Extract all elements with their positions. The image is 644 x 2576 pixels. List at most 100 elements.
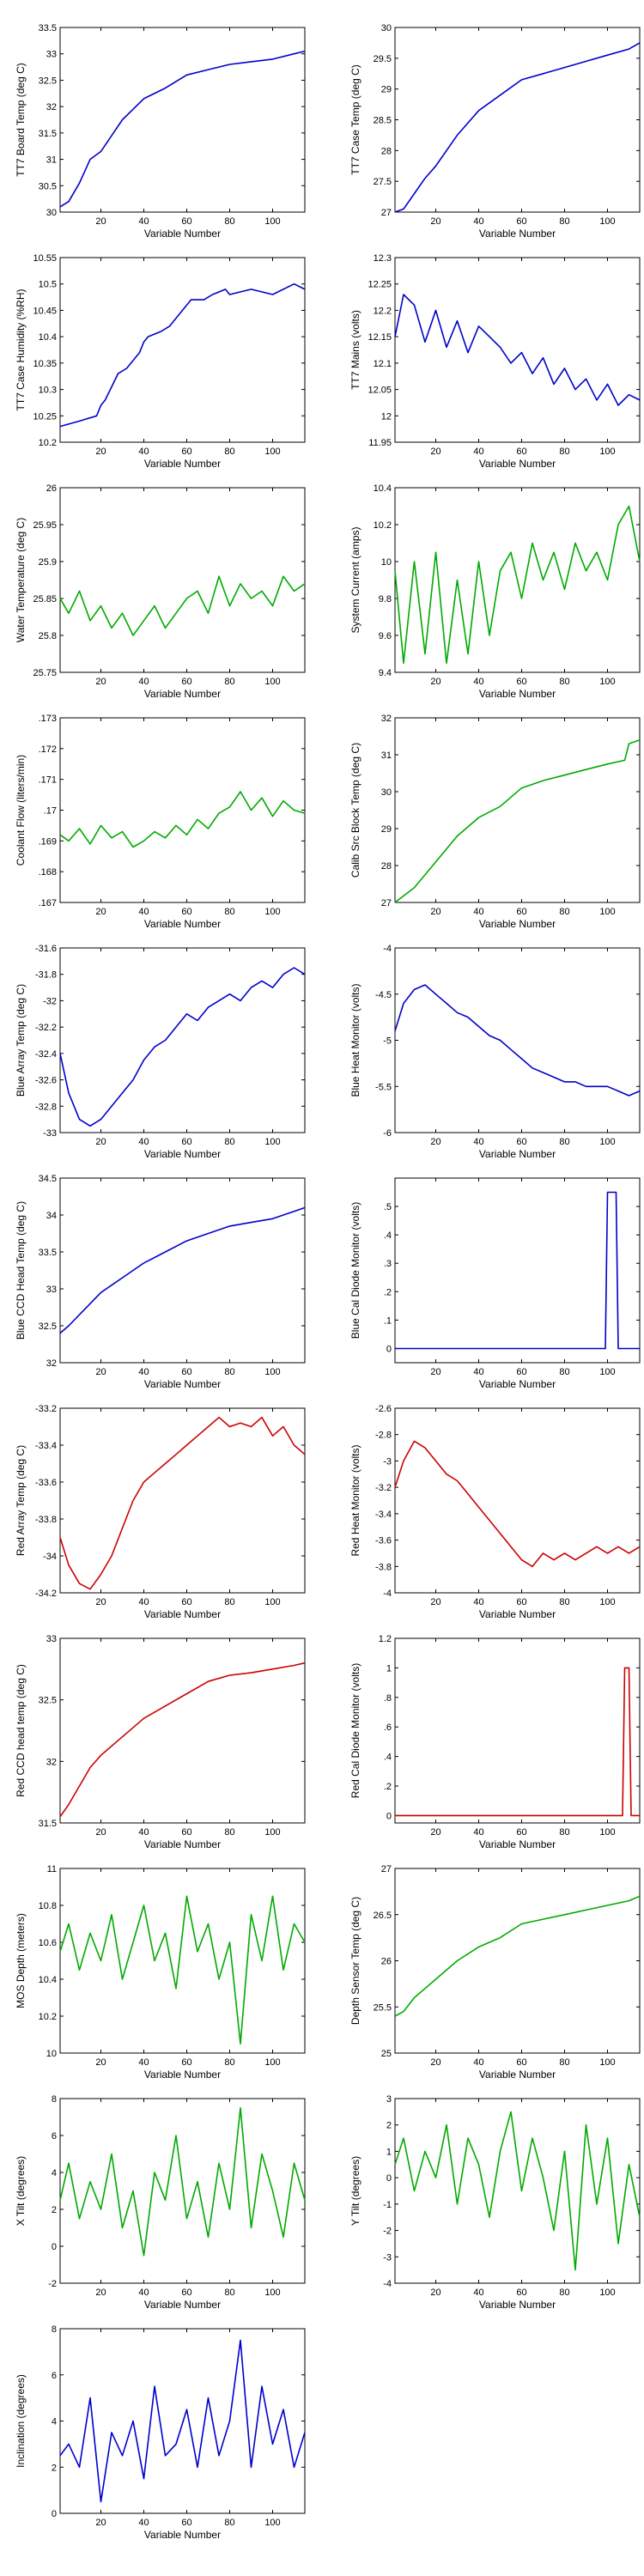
x-tick-label: 100 bbox=[264, 1597, 280, 1607]
y-axis-label: Blue Heat Monitor (volts) bbox=[349, 983, 361, 1097]
x-tick-label: 20 bbox=[95, 1137, 106, 1147]
y-tick-label: -2 bbox=[48, 2279, 57, 2289]
chart-panel-14: 20 40 60 80 100 -4 -3.8 -3.6 -3.4 -3.2 -3 -2.8 -2.6 V… bbox=[349, 1404, 641, 1620]
y-tick-label: 25.85 bbox=[33, 594, 57, 605]
chart-panel-8: 20 40 60 80 100 27 28 29 30 31 32 Variable Number Ca… bbox=[349, 714, 641, 930]
x-tick-label: 60 bbox=[181, 2287, 191, 2298]
chart-panel-7: 20 40 60 80 100 .167 .168 .169 .17 .171 .172 .173 Va… bbox=[15, 714, 306, 930]
y-tick-label: 26 bbox=[381, 1957, 392, 1967]
y-axis-label: Blue CCD Head Temp (deg C) bbox=[15, 1201, 27, 1340]
y-tick-label: -31.6 bbox=[35, 944, 57, 954]
y-tick-label: .17 bbox=[44, 806, 57, 817]
y-tick-label: -32.8 bbox=[35, 1102, 57, 1112]
plot-frame bbox=[59, 1637, 306, 1824]
series-line bbox=[394, 984, 641, 1097]
y-tick-label: 10.5 bbox=[39, 280, 57, 290]
x-tick-label: 20 bbox=[430, 907, 440, 917]
y-tick-label: -31.8 bbox=[35, 970, 57, 981]
y-axis-label: Water Temperature (deg C) bbox=[15, 518, 27, 642]
y-tick-label: 10.4 bbox=[39, 332, 57, 343]
y-tick-label: 0 bbox=[386, 1811, 392, 1821]
y-axis-label: Coolant Flow (liters/min) bbox=[15, 755, 27, 866]
x-tick-label: 100 bbox=[599, 447, 615, 457]
x-tick-label: 100 bbox=[264, 2057, 280, 2068]
y-tick-label: .167 bbox=[39, 898, 57, 908]
x-axis-label: Variable Number bbox=[479, 688, 556, 700]
y-axis-label: Red Cal Diode Monitor (volts) bbox=[349, 1663, 361, 1798]
x-tick-label: 100 bbox=[599, 2287, 615, 2298]
x-tick-label: 40 bbox=[138, 907, 149, 917]
x-tick-label: 80 bbox=[559, 447, 569, 457]
y-tick-label: 10.4 bbox=[374, 483, 392, 494]
y-tick-label: 10.3 bbox=[39, 386, 57, 396]
x-tick-label: 80 bbox=[559, 2287, 569, 2298]
chart-panel-17: 20 40 60 80 100 10 10.2 10.4 10.6 10.8 11 Variable … bbox=[15, 1864, 306, 2081]
x-tick-label: 100 bbox=[264, 1827, 280, 1838]
y-axis-label: Y Tilt (degrees) bbox=[349, 2156, 361, 2226]
plot-frame bbox=[59, 1407, 306, 1594]
y-tick-label: .171 bbox=[39, 775, 57, 786]
y-tick-label: 25.95 bbox=[33, 520, 57, 531]
series-line bbox=[59, 2339, 306, 2503]
x-tick-label: 80 bbox=[224, 1367, 234, 1377]
y-tick-label: 30 bbox=[381, 23, 392, 33]
x-tick-label: 60 bbox=[181, 1137, 191, 1147]
y-tick-label: -6 bbox=[383, 1128, 392, 1139]
x-axis-label: Variable Number bbox=[144, 458, 221, 470]
x-axis-label: Variable Number bbox=[479, 1608, 556, 1620]
x-axis-label: Variable Number bbox=[479, 458, 556, 470]
y-tick-label: 0 bbox=[52, 2509, 57, 2519]
y-tick-label: 10.4 bbox=[39, 1975, 57, 1985]
y-tick-label: 9.8 bbox=[379, 594, 392, 605]
x-axis-label: Variable Number bbox=[479, 1378, 556, 1390]
y-tick-label: -5.5 bbox=[375, 1082, 392, 1092]
y-tick-label: 4 bbox=[52, 2417, 57, 2427]
y-tick-label: 10.55 bbox=[33, 253, 57, 264]
y-tick-label: 12.05 bbox=[368, 386, 392, 396]
x-tick-label: 20 bbox=[430, 1827, 440, 1838]
y-tick-label: 29.5 bbox=[374, 54, 392, 64]
x-tick-label: 80 bbox=[559, 216, 569, 227]
y-tick-label: -5 bbox=[383, 1036, 392, 1047]
y-tick-label: 33.5 bbox=[39, 1248, 57, 1258]
y-tick-label: -2 bbox=[383, 2227, 392, 2237]
x-tick-label: 20 bbox=[95, 677, 106, 687]
x-tick-label: 100 bbox=[599, 677, 615, 687]
y-tick-label: -32.4 bbox=[35, 1049, 57, 1060]
y-tick-label: 2 bbox=[52, 2205, 57, 2215]
x-axis-label: Variable Number bbox=[479, 2069, 556, 2081]
y-tick-label: 12.2 bbox=[374, 306, 392, 316]
y-tick-label: 1.2 bbox=[379, 1634, 392, 1644]
x-tick-label: 60 bbox=[181, 447, 191, 457]
y-tick-label: 28 bbox=[381, 146, 392, 156]
x-tick-label: 20 bbox=[95, 216, 106, 227]
x-tick-label: 60 bbox=[516, 677, 526, 687]
x-tick-label: 60 bbox=[181, 1367, 191, 1377]
y-axis-label: Red CCD head temp (deg C) bbox=[15, 1664, 27, 1797]
y-axis-label: Red Array Temp (deg C) bbox=[15, 1445, 27, 1556]
x-tick-label: 100 bbox=[264, 447, 280, 457]
y-tick-label: -3 bbox=[383, 2252, 392, 2263]
x-axis-label: Variable Number bbox=[479, 228, 556, 240]
y-tick-label: -34 bbox=[43, 1552, 57, 1562]
y-tick-label: .169 bbox=[39, 836, 57, 847]
y-tick-label: .4 bbox=[384, 1753, 392, 1763]
y-tick-label: .4 bbox=[384, 1230, 392, 1241]
y-tick-label: -1 bbox=[383, 2200, 392, 2210]
series-line bbox=[394, 739, 641, 903]
x-tick-label: 100 bbox=[599, 216, 615, 227]
x-tick-label: 40 bbox=[473, 1367, 483, 1377]
y-tick-label: 28 bbox=[381, 861, 392, 872]
x-tick-label: 40 bbox=[473, 907, 483, 917]
x-tick-label: 60 bbox=[516, 2057, 526, 2068]
series-line bbox=[395, 1667, 640, 1817]
y-tick-label: 30 bbox=[46, 208, 57, 218]
plot-frame bbox=[59, 1868, 306, 2054]
y-tick-label: -34.2 bbox=[35, 1589, 57, 1599]
y-tick-label: .3 bbox=[384, 1259, 392, 1269]
y-axis-label: MOS Depth (meters) bbox=[15, 1913, 27, 2008]
series-line bbox=[59, 283, 306, 428]
x-tick-label: 40 bbox=[138, 1597, 149, 1607]
y-tick-label: -33 bbox=[43, 1128, 57, 1139]
x-tick-label: 80 bbox=[224, 1597, 234, 1607]
